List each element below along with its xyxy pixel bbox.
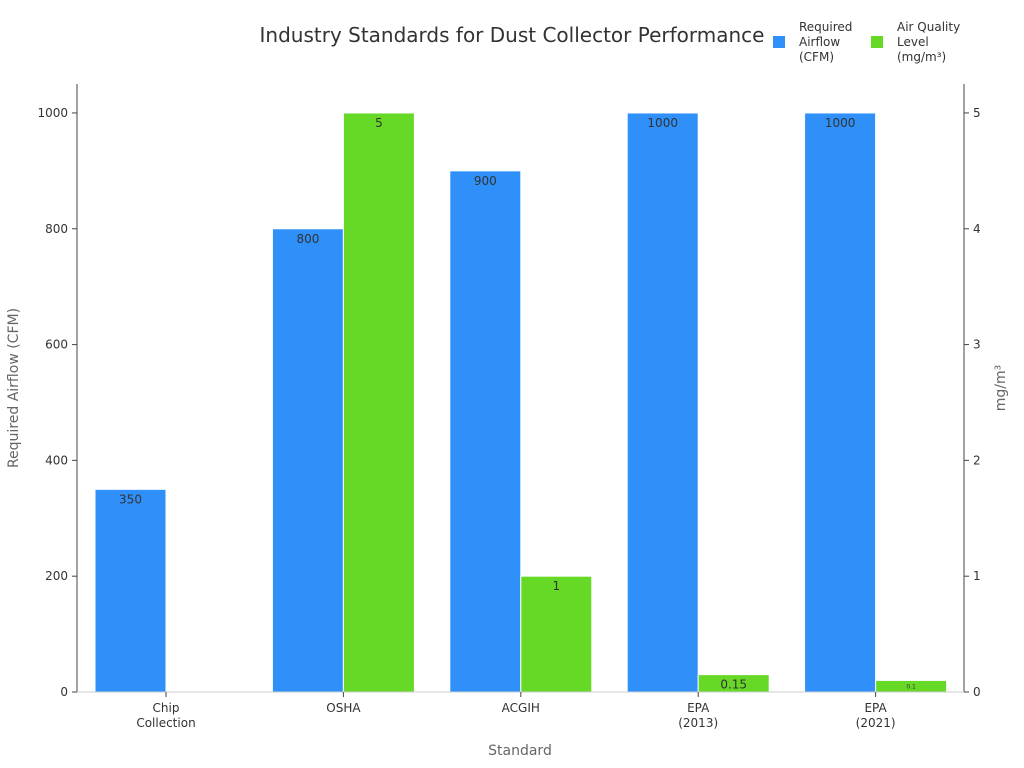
x-tick-label-line: EPA	[687, 701, 710, 715]
legend-label-line: (CFM)	[799, 50, 834, 64]
x-tick-label: OSHA	[326, 701, 361, 715]
bars	[94, 112, 948, 693]
bar-value-label: 350	[119, 492, 142, 506]
bar-value-label: 0.15	[720, 678, 747, 692]
bar-labels: 350 800 5 900 1 1000 0.15 1000 0.1	[119, 116, 916, 692]
x-tick-label-line: (2013)	[678, 716, 718, 730]
x-tick-label-line: Chip	[153, 701, 180, 715]
legend-label-line: Required	[799, 20, 852, 34]
bar	[449, 170, 522, 693]
bar-value-label: 1000	[825, 116, 856, 130]
x-tick-label-line: EPA	[864, 701, 887, 715]
bar-value-label: 800	[296, 232, 319, 246]
y2-tick-label: 2	[973, 453, 981, 467]
legend: Required Airflow (CFM) Air Quality Level (mg/…	[773, 20, 960, 64]
y-tick-label: 800	[45, 222, 68, 236]
chart-title: Industry Standards for Dust Collector Pe…	[260, 23, 765, 47]
bar	[342, 112, 415, 693]
bar-value-label: 1000	[647, 116, 678, 130]
legend-label-line: Level	[897, 35, 929, 49]
x-axis-title: Standard	[488, 743, 552, 759]
bar	[520, 575, 593, 693]
bar-value-label: 1	[552, 579, 560, 593]
x-tick-label: ACGIH	[502, 701, 540, 715]
y-tick-label: 0	[60, 685, 68, 699]
legend-label-line: (mg/m³)	[897, 50, 946, 64]
y2-tick-label: 3	[973, 338, 981, 352]
y-axis-title: Required Airflow (CFM)	[6, 308, 22, 468]
legend-label: Required Airflow (CFM)	[799, 20, 852, 64]
legend-label-line: Air Quality	[897, 20, 960, 34]
bar-value-label: 5	[375, 116, 383, 130]
x-tick-label: EPA (2013)	[678, 701, 718, 730]
axes: 0 200 400 600 800 1000 0 1 2 3 4 5 Chip Collection OSH…	[37, 84, 981, 730]
bar-value-label: 0.1	[906, 683, 916, 690]
y2-tick-label: 1	[973, 569, 981, 583]
y-tick-label: 1000	[37, 106, 68, 120]
bar-value-label: 900	[474, 174, 497, 188]
bar	[804, 112, 877, 693]
x-tick-label-line: OSHA	[326, 701, 361, 715]
legend-label-line: Airflow	[799, 35, 840, 49]
x-tick-label: Chip Collection	[136, 701, 195, 730]
y2-tick-label: 4	[973, 222, 981, 236]
y2-tick-label: 0	[973, 685, 981, 699]
legend-swatch	[773, 36, 785, 48]
bar	[626, 112, 699, 693]
y-tick-label: 200	[45, 569, 68, 583]
x-tick-label-line: ACGIH	[502, 701, 540, 715]
legend-swatch	[871, 36, 883, 48]
x-tick-label: EPA (2021)	[856, 701, 896, 730]
bar	[94, 488, 167, 693]
bar	[271, 228, 344, 693]
x-tick-label-line: Collection	[136, 716, 195, 730]
y2-tick-label: 5	[973, 106, 981, 120]
x-tick-label-line: (2021)	[856, 716, 896, 730]
y-tick-label: 400	[45, 453, 68, 467]
y2-axis-title: mg/m³	[993, 365, 1009, 412]
y-tick-label: 600	[45, 338, 68, 352]
legend-label: Air Quality Level (mg/m³)	[897, 20, 960, 64]
